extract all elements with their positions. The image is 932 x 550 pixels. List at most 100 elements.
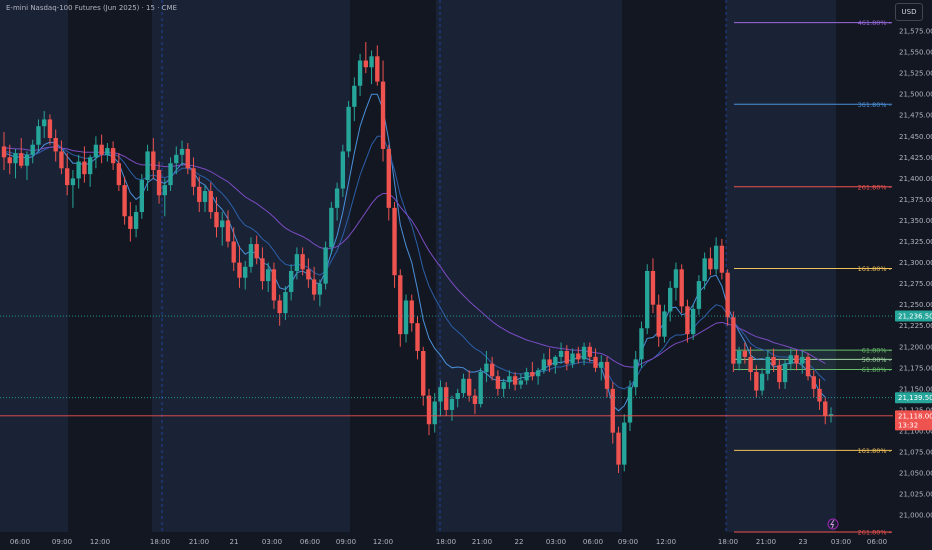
y-tick-label: 21,250.00 [899,301,932,309]
candle-body [438,387,443,402]
y-tick-label: 21,000.00 [899,512,932,520]
candle-body [748,356,753,373]
x-tick-label: 06:00 [300,538,320,546]
y-tick-label: 21,100.00 [899,427,932,435]
candle-body [690,308,696,335]
candle-body [530,372,535,377]
x-tick-label: 09:00 [336,538,356,546]
candle-body [133,212,139,229]
candle-body [317,283,323,295]
candle-body [432,401,437,425]
fib-level-label: 461.80% - [858,19,892,27]
candlestick-series [1,41,834,474]
candle-body [771,356,776,366]
candle-body [174,154,179,164]
fib-level-label: 261.80% - [858,183,892,191]
price-axis-background [893,0,932,550]
x-tick-label: 06:00 [867,538,887,546]
candle-body [311,279,317,295]
candle-body [398,275,403,335]
candle-body [99,144,104,155]
candle-body [708,258,713,270]
candle-body [679,269,684,307]
candle-body [59,151,64,169]
fib-level-label: 61.80% - [862,366,892,374]
candle-body [581,346,587,360]
time-axis[interactable]: 06:00 09:00 12:00 18:00 21:00 21 03:00 06:00 09:… [10,538,887,546]
candle-body [82,161,87,175]
currency-button[interactable]: USD [895,3,923,21]
candle-body [36,126,41,145]
candle-body [13,153,18,164]
candle-body [1,146,7,158]
x-tick-label: 22 [515,538,524,546]
candle-body [828,414,834,416]
candle-body [225,220,231,242]
x-tick-label: 12:00 [656,538,676,546]
candle-body [633,359,638,388]
x-tick-label: 09:00 [618,538,638,546]
candle-body [179,148,185,155]
candle-body [650,271,656,305]
x-tick-label: 21:00 [472,538,492,546]
price-tag-label: 21,236.50 [898,313,932,321]
candle-body [145,151,150,181]
candle-body [30,144,35,155]
candle-body [736,350,742,364]
candle-body [449,398,455,410]
candle-body [110,148,116,164]
candle-body [662,311,667,337]
candle-body [421,350,426,396]
y-tick-label: 21,375.00 [899,196,932,204]
candle-body [713,245,719,270]
candle-body [501,382,506,389]
candle-body [93,144,99,158]
y-tick-label: 21,425.00 [899,154,932,162]
x-tick-label: 21:00 [189,538,209,546]
candle-body [817,388,822,402]
candle-body [139,180,145,213]
price-tag [895,392,932,404]
price-axis[interactable]: 21,000.00 21,025.00 21,050.00 21,075.00 21,1… [893,0,932,550]
candle-body [610,388,615,433]
candle-body [248,244,254,267]
candle-body [363,60,368,68]
price-tag-label: 21,139.50 [898,394,932,402]
candle-body [128,216,133,229]
x-tick-label: 03:00 [546,538,566,546]
y-tick-label: 21,350.00 [899,217,932,225]
candle-body [478,372,483,405]
x-tick-label: 23 [799,538,808,546]
candle-body [805,356,811,377]
candle-body [323,247,328,284]
candle-body [191,168,196,187]
y-tick-label: 21,225.00 [899,322,932,330]
fib-zone [734,350,892,370]
candle-body [300,254,305,270]
y-tick-label: 21,275.00 [899,280,932,288]
candle-body [472,395,478,405]
y-tick-label: 21,475.00 [899,112,932,120]
candle-body [507,376,512,383]
candle-body [622,422,627,465]
candle-body [794,355,799,364]
candle-body [294,254,300,271]
candle-body [214,212,219,228]
y-tick-label: 21,550.00 [899,49,932,57]
candle-body [489,363,495,377]
candle-body [237,262,242,278]
candle-body [409,300,414,324]
candle-body [7,157,12,164]
candle-body [782,363,788,383]
y-tick-label: 21,525.00 [899,70,932,78]
candle-body [334,188,340,208]
y-tick-label: 21,325.00 [899,238,932,246]
candle-body [19,153,24,166]
x-tick-label: 12:00 [373,538,393,546]
alert-icon[interactable] [827,518,839,530]
x-tick-label: 03:00 [262,538,282,546]
candle-body [553,356,558,366]
y-tick-label: 21,500.00 [899,91,932,99]
candle-body [599,361,604,368]
